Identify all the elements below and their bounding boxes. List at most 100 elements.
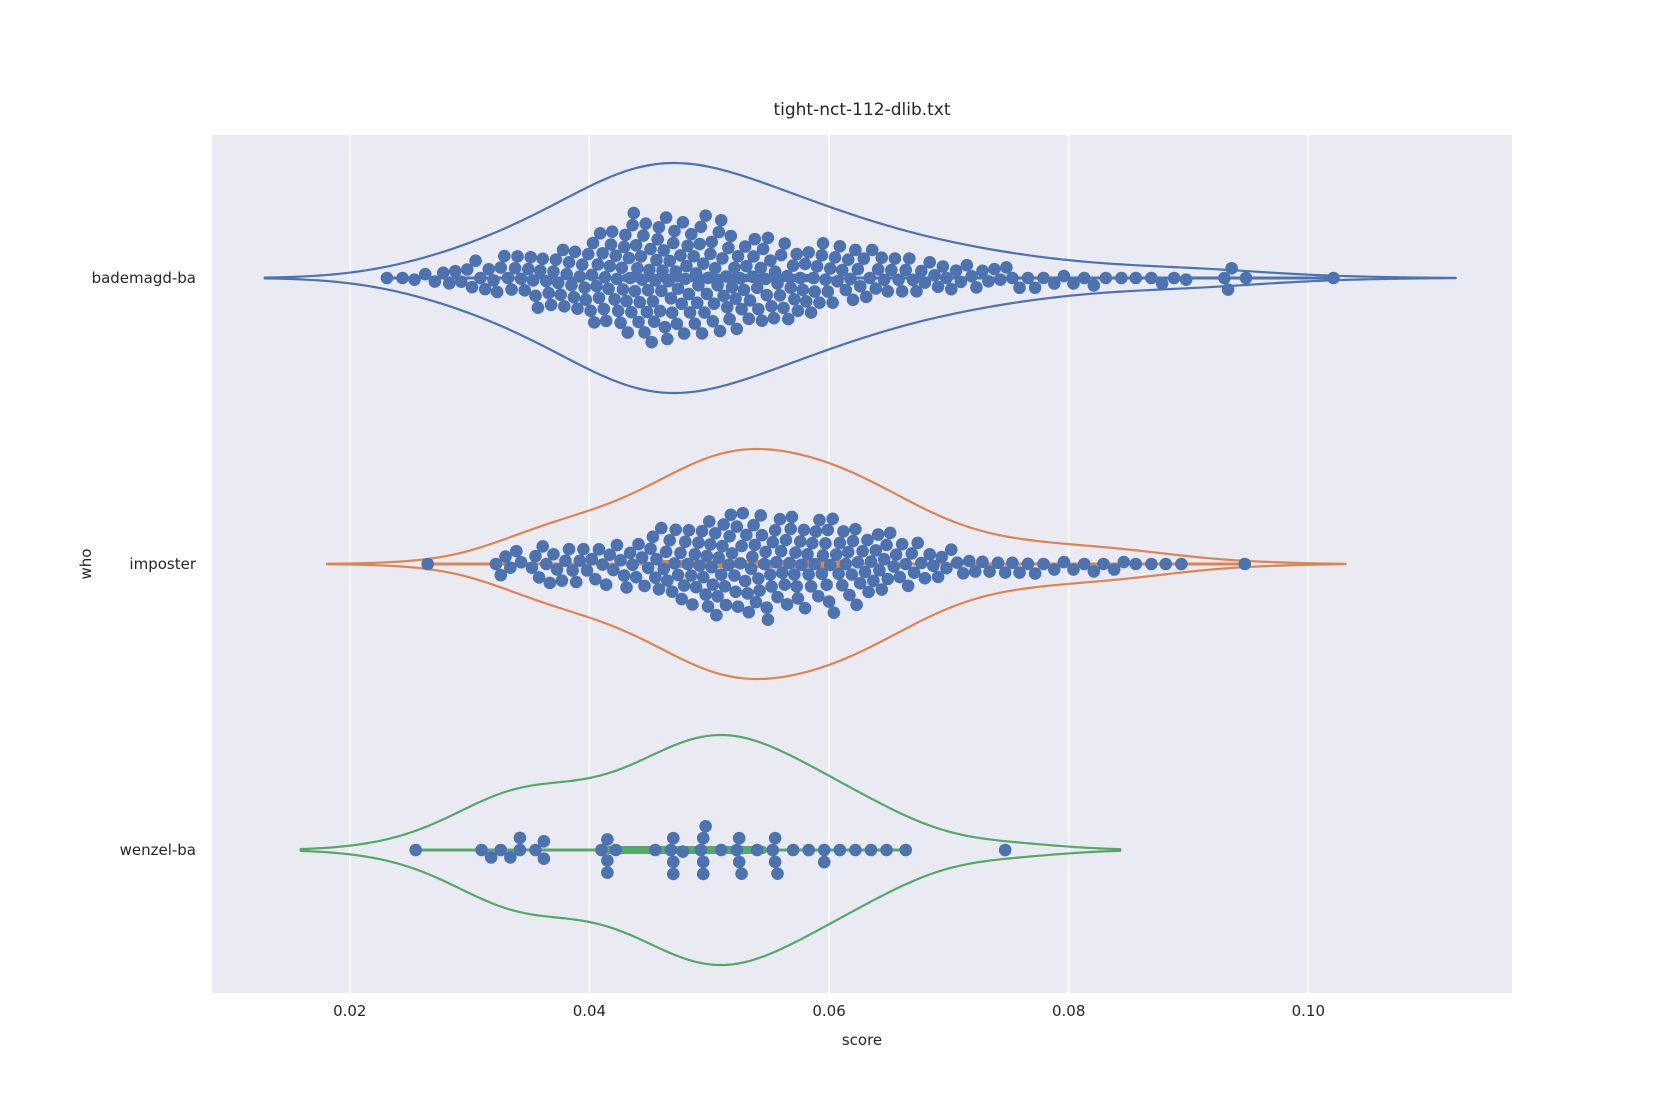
swarm-dot: [808, 285, 821, 298]
swarm-dot: [671, 568, 685, 582]
swarm-dot: [723, 312, 736, 326]
swarm-dot: [629, 570, 643, 584]
swarm-dot: [750, 843, 764, 857]
swarm-dot: [505, 283, 518, 296]
swarm-dot: [815, 249, 829, 262]
swarm-dot: [706, 578, 720, 591]
swarm-dot: [665, 306, 679, 320]
swarm-dot: [809, 525, 823, 538]
swarm-dot: [714, 568, 728, 582]
swarm-dot: [694, 220, 708, 234]
swarm-dot: [575, 258, 589, 271]
swarm-dot: [988, 262, 1001, 276]
swarm-dot: [627, 206, 641, 220]
swarm-dot: [844, 272, 857, 286]
swarm-dot: [478, 282, 492, 296]
swarm-dot: [617, 569, 631, 582]
swarm-dot: [599, 578, 613, 592]
swarm-dot: [567, 290, 581, 304]
swarm-dot: [604, 238, 618, 251]
swarm-dot: [774, 544, 788, 558]
swarm-dot: [736, 506, 750, 520]
swarm-dot: [1028, 567, 1042, 580]
swarm-dot: [656, 264, 669, 278]
swarm-dot: [620, 581, 633, 594]
swarm-dot: [573, 554, 587, 568]
swarm-dot: [793, 271, 807, 285]
swarm-dot: [887, 560, 901, 573]
swarm-dot: [764, 254, 777, 267]
swarm-dot: [768, 855, 782, 869]
swarm-dot: [1006, 271, 1019, 285]
swarm-dot: [749, 595, 763, 609]
swarm-dot: [1057, 269, 1071, 283]
swarm-dot: [701, 600, 715, 613]
swarm-dot: [754, 261, 768, 275]
swarm-dot: [494, 843, 508, 857]
swarm-dot: [752, 302, 765, 316]
swarm-dot: [668, 557, 681, 570]
swarm-dot: [529, 843, 542, 857]
swarm-dot: [815, 567, 829, 581]
swarm-dot: [699, 209, 712, 222]
swarm-dot: [740, 259, 753, 273]
swarm-dot: [513, 831, 527, 845]
swarm-dot: [722, 558, 735, 572]
swarm-dot: [725, 280, 739, 294]
swarm-dot: [956, 566, 970, 580]
swarm-dot: [716, 539, 729, 553]
swarm-dot: [901, 579, 915, 593]
swarm-dot: [695, 524, 709, 538]
swarm-dot: [593, 227, 607, 240]
swarm-dot: [603, 259, 617, 273]
swarm-dot: [634, 250, 648, 263]
swarm-dot: [771, 277, 784, 290]
swarm-dot: [609, 249, 623, 262]
swarm-dot: [788, 568, 801, 581]
swarm-dot: [805, 536, 819, 550]
swarm-dot: [543, 576, 557, 590]
swarm-dot: [666, 236, 680, 250]
swarm-dot: [859, 290, 873, 304]
swarm-dot: [1115, 271, 1128, 285]
swarm-dot: [883, 526, 897, 540]
swarm-dot: [489, 557, 503, 571]
swarm-dot: [641, 561, 655, 575]
swarm-dot: [590, 279, 603, 293]
swarm-dot: [549, 253, 563, 266]
swarm-dot: [729, 585, 742, 599]
swarm-dot: [1155, 277, 1169, 290]
swarm-dot: [661, 574, 674, 587]
swarm-dot: [554, 288, 567, 302]
swarm-dot: [490, 285, 504, 299]
swarm-dot: [664, 292, 678, 305]
swarm-dot: [863, 271, 877, 285]
swarm-dot: [692, 278, 705, 292]
swarm-dot: [877, 273, 891, 287]
swarm-dot: [714, 843, 728, 857]
swarm-dot: [584, 304, 597, 318]
swarm-dot: [950, 556, 964, 570]
swarm-dot: [849, 522, 862, 536]
swarm-dot: [1099, 271, 1113, 285]
swarm-dot: [639, 217, 653, 230]
swarm-dot: [954, 275, 968, 289]
swarm-dot: [819, 273, 832, 286]
x-tick-label: 0.04: [572, 1002, 607, 1020]
swarm-dot: [560, 267, 573, 281]
swarm-dot: [682, 523, 696, 537]
swarm-dot: [798, 601, 812, 615]
swarm-dot: [688, 547, 702, 561]
swarm-dot: [677, 579, 691, 592]
swarm-dot: [557, 300, 571, 313]
swarm-dot: [501, 271, 515, 285]
swarm-dot: [752, 572, 765, 585]
swarm-dot: [766, 843, 780, 857]
swarm-dot: [696, 257, 710, 270]
swarm-dot: [626, 218, 639, 232]
swarm-dot: [647, 315, 661, 329]
swarm-dot: [911, 536, 925, 550]
swarm-dot: [857, 252, 871, 265]
swarm-dot: [968, 565, 982, 578]
swarm-dot: [661, 332, 674, 346]
